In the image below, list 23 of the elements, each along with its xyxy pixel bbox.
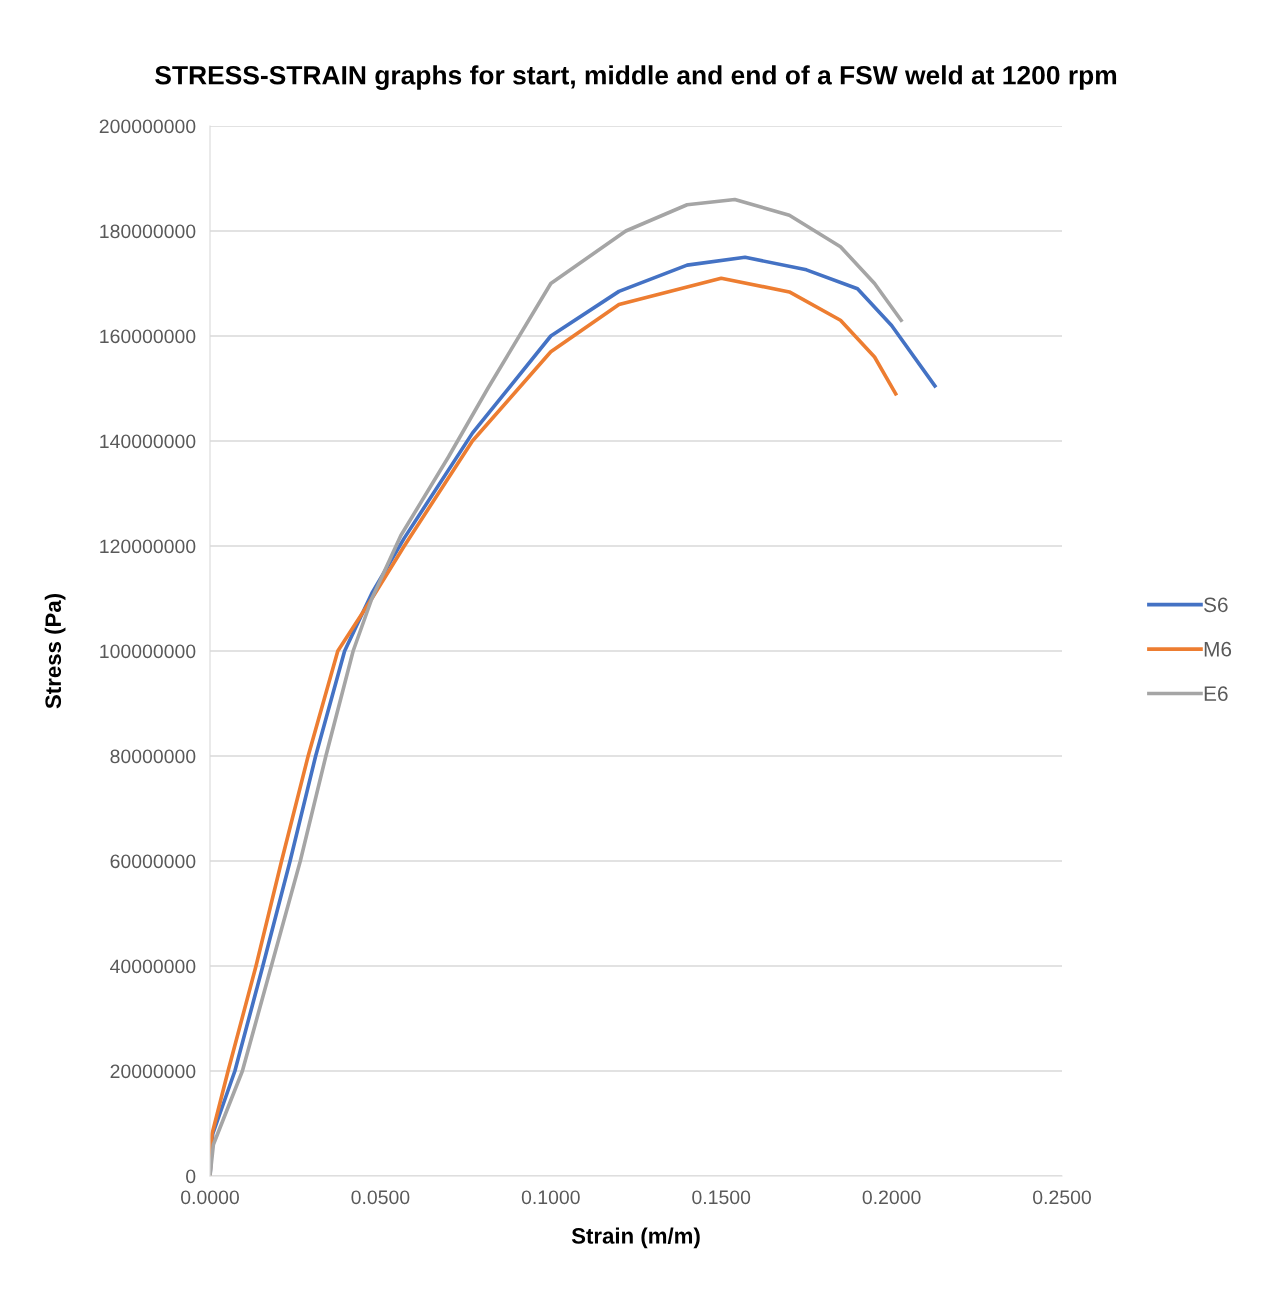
x-tick-label: 0.1000 <box>521 1190 580 1205</box>
x-tick-label: 0.2000 <box>862 1190 921 1205</box>
y-tick-label: 0 <box>186 1169 196 1184</box>
chart-title: STRESS-STRAIN graphs for start, middle and end of a FSW weld at 1200 rpm <box>155 65 1117 90</box>
x-tick-label: 0.2500 <box>1033 1190 1091 1205</box>
y-axis-title: Stress (Pa) <box>44 594 66 709</box>
y-tick-label: 60000000 <box>110 854 196 869</box>
legend-label: M6 <box>1204 641 1232 657</box>
x-tick-label: 0.1500 <box>692 1190 751 1205</box>
y-tick-label: 140000000 <box>100 434 196 449</box>
x-tick-label: 0.0500 <box>351 1190 410 1205</box>
x-axis-title: Strain (m/m) <box>571 1227 700 1249</box>
y-tick-label: 180000000 <box>100 224 196 239</box>
y-tick-label: 20000000 <box>110 1064 196 1079</box>
y-tick-label: 80000000 <box>110 749 196 764</box>
y-tick-label: 40000000 <box>110 959 196 974</box>
y-tick-label: 200000000 <box>99 119 196 134</box>
y-tick-label: 120000000 <box>100 539 196 554</box>
x-tick-label: 0.0000 <box>181 1190 239 1205</box>
y-tick-label: 100000000 <box>100 644 196 659</box>
y-tick-label: 160000000 <box>100 329 196 344</box>
legend-label: S6 <box>1204 597 1228 613</box>
legend-label: E6 <box>1204 686 1228 702</box>
